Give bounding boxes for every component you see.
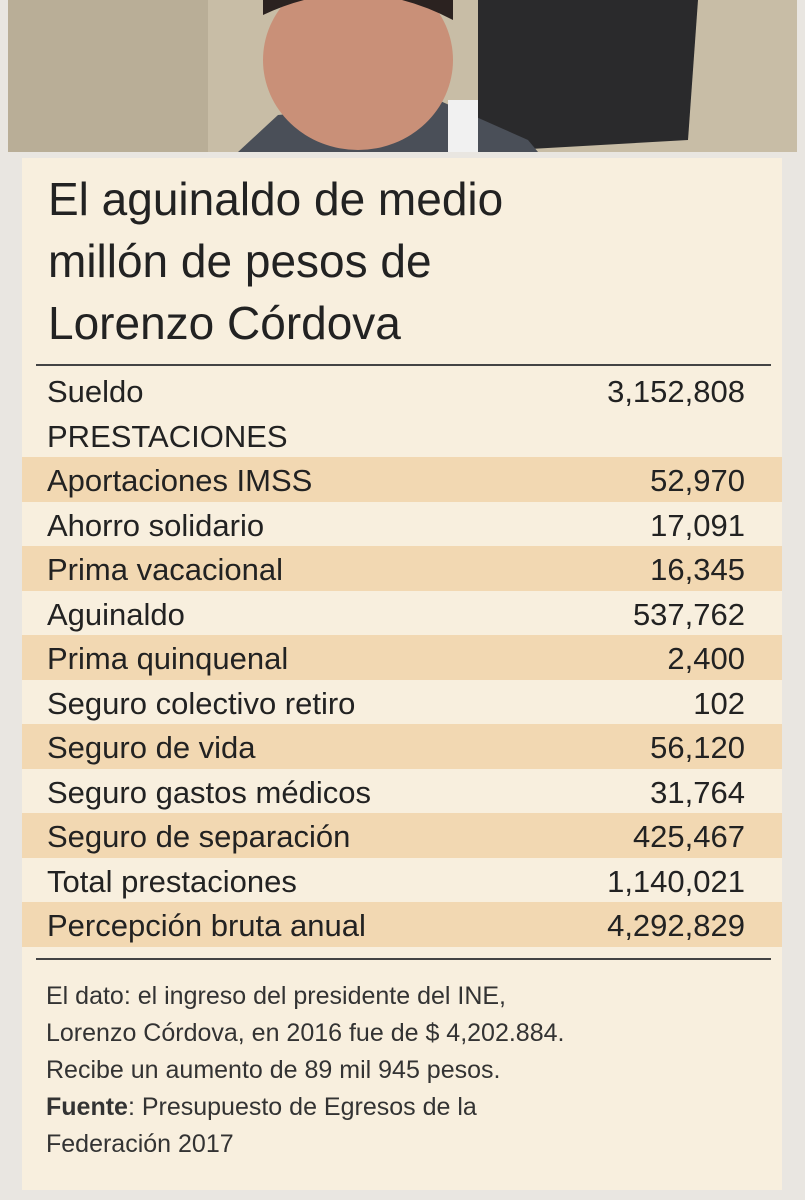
source-text: Federación 2017 [46,1130,234,1158]
row-value: 537,762 [632,596,745,632]
row-label: Seguro colectivo retiro [47,685,356,721]
photo [8,0,797,152]
table-row: Aportaciones IMSS 52,970 [22,457,782,502]
table-row: Prima vacacional 16,345 [22,546,782,591]
table-row: Sueldo 3,152,808 [22,368,782,413]
source-label: Fuente [46,1093,128,1121]
table-row: Seguro de vida 56,120 [22,724,782,769]
source-text: : Presupuesto de Egresos de la [127,1093,477,1121]
row-label: Aportaciones IMSS [47,463,313,498]
row-label: Percepción bruta anual [47,908,366,943]
title: El aguinaldo de medio millón de pesos de L… [48,168,503,354]
table: Sueldo 3,152,808 PRESTACIONES Aportaciones … [22,368,782,947]
row-value: 102 [693,685,745,721]
title-line: El aguinaldo de medio [48,173,504,225]
row-value: 16,345 [650,552,745,587]
note-line: Lorenzo Córdova, en 2016 fue de $ 4,202.… [46,1019,565,1047]
row-value: 31,764 [650,774,745,810]
table-row: Seguro colectivo retiro 102 [22,680,782,725]
table-row: PRESTACIONES [22,413,782,458]
table-row: Prima quinquenal 2,400 [22,635,782,680]
source-line: Fuente: Presupuesto de Egresos de la [46,1089,564,1126]
row-label: Seguro de vida [47,730,256,765]
row-label: Sueldo [47,374,144,409]
row-value: 52,970 [650,463,745,498]
note-line: Recibe un aumento de 89 mil 945 pesos. [46,1056,501,1084]
row-value: 1,140,021 [607,863,745,899]
row-value: 4,292,829 [607,908,745,943]
row-value: 2,400 [667,641,745,676]
divider [36,364,771,366]
row-label: Prima quinquenal [47,641,289,676]
title-line: Lorenzo Córdova [48,297,401,349]
table-row: Percepción bruta anual 4,292,829 [22,902,782,947]
note: El dato: el ingreso del presidente del I… [46,978,564,1163]
row-value: 425,467 [632,819,745,854]
row-value: 56,120 [650,730,745,765]
row-label: Aguinaldo [47,596,185,632]
table-row: Ahorro solidario 17,091 [22,502,782,547]
title-line: millón de pesos de [48,235,432,287]
row-label: PRESTACIONES [47,418,288,454]
row-label: Seguro de separación [47,819,351,854]
table-row: Aguinaldo 537,762 [22,591,782,636]
table-row: Total prestaciones 1,140,021 [22,858,782,903]
row-label: Ahorro solidario [47,507,265,543]
table-row: Seguro gastos médicos 31,764 [22,769,782,814]
row-label: Total prestaciones [47,863,297,899]
table-row: Seguro de separación 425,467 [22,813,782,858]
row-value: 3,152,808 [607,374,745,409]
infographic: El aguinaldo de medio millón de pesos de L… [22,158,782,1190]
note-line: El dato: el ingreso del presidente del I… [46,982,506,1010]
divider [36,958,771,960]
row-value: 17,091 [650,507,745,543]
row-label: Seguro gastos médicos [47,774,371,810]
row-label: Prima vacacional [47,552,284,587]
